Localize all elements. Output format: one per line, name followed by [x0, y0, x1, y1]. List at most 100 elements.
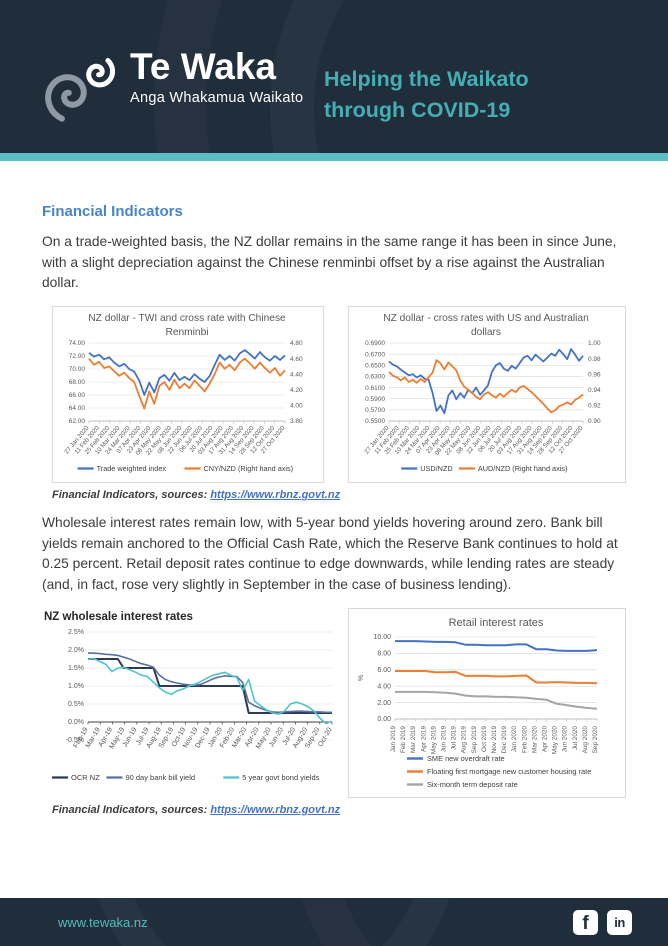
svg-text:Sep 2020: Sep 2020 [592, 725, 599, 753]
svg-text:66.00: 66.00 [69, 392, 86, 399]
svg-text:NZ wholesale interest rates: NZ wholesale interest rates [44, 611, 193, 623]
chart-usd-aud-cross-svg: NZ dollar - cross rates with US and Aust… [363, 313, 601, 473]
svg-text:Floating first mortgage new cu: Floating first mortgage new customer hou… [427, 767, 591, 776]
svg-text:dollars: dollars [471, 327, 501, 338]
header-tagline: Helping the Waikato through COVID-19 [324, 64, 529, 125]
svg-text:Apr 2019: Apr 2019 [420, 725, 427, 751]
svg-text:2.5%: 2.5% [68, 629, 84, 636]
website-link[interactable]: www.tewaka.nz [58, 914, 148, 930]
svg-text:2.00: 2.00 [377, 700, 391, 707]
rbnz-link[interactable]: https://www.rbnz.govt.nz [210, 803, 341, 816]
svg-text:Dec 2019: Dec 2019 [501, 725, 508, 753]
chart-retail-rates-svg: Retail interest rates 10.00 8.00 6.00 4.00 2.… [358, 617, 599, 789]
svg-text:3.80: 3.80 [290, 418, 303, 425]
svg-text:0.6300: 0.6300 [365, 374, 385, 381]
tagline-line1: Helping the Waikato [324, 67, 529, 91]
content-area: Financial Indicators On a trade-weighted… [0, 161, 668, 898]
svg-text:4.40: 4.40 [290, 371, 303, 378]
page-footer: www.tewaka.nz f in [0, 898, 668, 946]
svg-text:4.00: 4.00 [377, 683, 391, 690]
facebook-icon[interactable]: f [573, 909, 598, 935]
brand-subtitle: Anga Whakamua Waikato [130, 90, 304, 106]
chart-wholesale-rates: NZ wholesale interest rates 2.5% 2.0% 1.5% 1… [42, 608, 342, 791]
svg-text:4.20: 4.20 [290, 387, 303, 394]
svg-text:1.0%: 1.0% [68, 683, 84, 690]
svg-text:90 day bank bill yield: 90 day bank bill yield [125, 773, 195, 782]
svg-text:Jul 2020: Jul 2020 [572, 725, 579, 750]
linkedin-icon[interactable]: in [607, 909, 632, 935]
svg-text:SME new overdraft rate: SME new overdraft rate [427, 754, 505, 763]
rbnz-link[interactable]: https://www.rbnz.govt.nz [210, 489, 341, 502]
svg-text:CNY/NZD (Right hand axis): CNY/NZD (Right hand axis) [204, 464, 294, 473]
charts-row-interest: NZ wholesale interest rates 2.5% 2.0% 1.5% 1… [42, 607, 626, 798]
svg-text:0.6500: 0.6500 [365, 363, 385, 370]
svg-text:8.00: 8.00 [377, 650, 391, 657]
svg-text:0.90: 0.90 [588, 418, 601, 425]
svg-text:Jan 2019: Jan 2019 [390, 725, 397, 752]
svg-text:1.00: 1.00 [588, 340, 601, 347]
paragraph-interest-rates: Wholesale interest rates remain low, wit… [42, 515, 618, 593]
svg-text:Retail interest rates: Retail interest rates [449, 617, 544, 629]
tagline-line2: through COVID-19 [324, 97, 511, 122]
svg-text:Renminbi: Renminbi [165, 327, 208, 338]
svg-text:May 2019: May 2019 [430, 725, 437, 754]
chart-nz-twi-cny-svg: NZ dollar - TWI and cross rate with Chin… [63, 313, 303, 473]
svg-text:70.00: 70.00 [69, 366, 86, 373]
svg-text:4.00: 4.00 [290, 403, 303, 410]
svg-text:0.6100: 0.6100 [365, 385, 385, 392]
chart-usd-aud-cross: NZ dollar - cross rates with US and Aust… [348, 306, 626, 484]
section-title: Financial Indicators [42, 203, 183, 220]
charts-row-currency: NZ dollar - TWI and cross rate with Chin… [42, 306, 626, 484]
svg-text:68.00: 68.00 [69, 379, 86, 386]
svg-text:0.5500: 0.5500 [365, 418, 385, 425]
svg-text:NZ dollar - TWI and cross rate: NZ dollar - TWI and cross rate with Chin… [88, 313, 286, 324]
svg-text:0.00: 0.00 [377, 716, 391, 723]
brand-block: Te Waka Anga Whakamua Waikato [40, 48, 303, 124]
svg-text:Jan 2020: Jan 2020 [511, 725, 518, 752]
brand-title: Te Waka [130, 46, 276, 87]
svg-text:5 year govt bond yields: 5 year govt bond yields [242, 773, 319, 782]
svg-text:0.98: 0.98 [588, 356, 601, 363]
svg-text:Jul 2019: Jul 2019 [451, 725, 458, 750]
svg-text:Nov 2019: Nov 2019 [491, 725, 498, 753]
svg-text:May 2020: May 2020 [552, 725, 559, 754]
page-header: Te Waka Anga Whakamua Waikato Helping th… [0, 0, 668, 153]
source-prefix: Financial Indicators, sources: [52, 803, 211, 816]
koru-logo-icon [45, 58, 115, 122]
svg-text:%: % [358, 675, 365, 681]
chart-nz-twi-cny: NZ dollar - TWI and cross rate with Chin… [52, 306, 324, 484]
svg-text:0.0%: 0.0% [68, 719, 84, 726]
svg-text:NZ dollar - cross rates with U: NZ dollar - cross rates with US and Aust… [383, 313, 589, 324]
svg-text:4.80: 4.80 [290, 340, 303, 347]
svg-text:10.00: 10.00 [373, 634, 391, 641]
svg-text:Feb 2020: Feb 2020 [521, 725, 528, 752]
svg-text:0.5900: 0.5900 [365, 396, 385, 403]
svg-text:Jun 2019: Jun 2019 [441, 725, 448, 752]
svg-text:Jun 2020: Jun 2020 [562, 725, 569, 752]
chart-wholesale-rates-svg: NZ wholesale interest rates 2.5% 2.0% 1.5% 1… [44, 611, 334, 782]
svg-text:2.0%: 2.0% [68, 647, 84, 654]
source-line-1: Financial Indicators, sources: https://w… [52, 489, 626, 501]
svg-text:4.60: 4.60 [290, 356, 303, 363]
svg-text:0.5700: 0.5700 [365, 407, 385, 414]
svg-text:Trade weighted index: Trade weighted index [97, 464, 167, 473]
svg-text:62.00: 62.00 [69, 418, 86, 425]
svg-text:0.5%: 0.5% [68, 701, 84, 708]
svg-text:Apr 2020: Apr 2020 [542, 725, 549, 751]
svg-text:Feb 2019: Feb 2019 [400, 725, 407, 752]
svg-text:0.94: 0.94 [588, 387, 601, 394]
source-line-2: Financial Indicators, sources: https://w… [52, 804, 626, 816]
svg-text:0.92: 0.92 [588, 403, 601, 410]
svg-text:Aug 2019: Aug 2019 [461, 725, 468, 753]
svg-text:Oct 2019: Oct 2019 [481, 725, 488, 751]
svg-text:74.00: 74.00 [69, 340, 86, 347]
svg-text:0.6700: 0.6700 [365, 351, 385, 358]
svg-text:AUD/NZD (Right hand axis): AUD/NZD (Right hand axis) [478, 464, 568, 473]
svg-text:0.6900: 0.6900 [365, 340, 385, 347]
svg-text:72.00: 72.00 [69, 353, 86, 360]
svg-text:1.5%: 1.5% [68, 665, 84, 672]
svg-text:OCR NZ: OCR NZ [71, 773, 100, 782]
source-prefix: Financial Indicators, sources: [52, 489, 211, 502]
svg-text:Mar 2020: Mar 2020 [531, 725, 538, 752]
